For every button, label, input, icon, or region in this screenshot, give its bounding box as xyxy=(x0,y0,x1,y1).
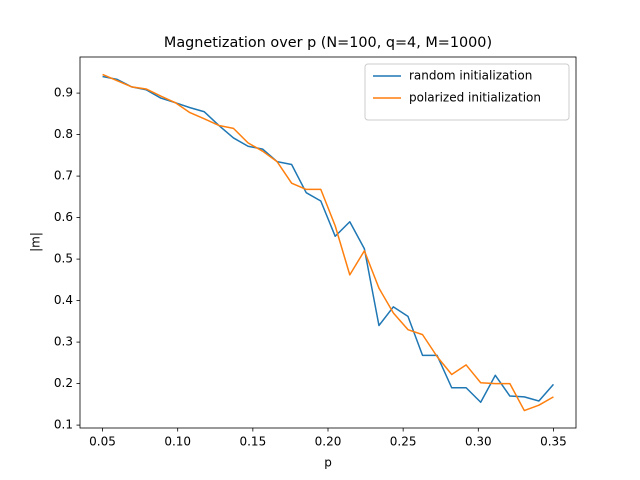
x-tick-label: 0.15 xyxy=(239,435,266,449)
y-tick-label: 0.1 xyxy=(54,418,73,432)
x-axis-label: p xyxy=(324,456,332,470)
y-tick-label: 0.6 xyxy=(54,210,73,224)
y-tick-label: 0.5 xyxy=(54,252,73,266)
axes-frame xyxy=(79,56,577,429)
y-tick-label: 0.2 xyxy=(54,376,73,390)
legend-label: random initialization xyxy=(409,69,532,83)
y-tick-label: 0.4 xyxy=(54,293,73,307)
legend-box xyxy=(364,63,570,121)
y-tick-label: 0.7 xyxy=(54,169,73,183)
x-tick-label: 0.25 xyxy=(390,435,417,449)
x-tick-label: 0.35 xyxy=(540,435,567,449)
x-tick-label: 0.05 xyxy=(89,435,116,449)
data-line xyxy=(102,73,554,412)
y-axis-label: |m| xyxy=(29,232,43,252)
chart-title: Magnetization over p (N=100, q=4, M=1000… xyxy=(164,35,492,51)
x-tick-label: 0.10 xyxy=(164,435,191,449)
x-tick-label: 0.20 xyxy=(315,435,342,449)
legend-label: polarized initialization xyxy=(409,91,541,105)
y-tick-label: 0.8 xyxy=(54,127,73,141)
y-tick-label: 0.9 xyxy=(54,86,73,100)
y-tick-label: 0.3 xyxy=(54,335,73,349)
x-tick-label: 0.30 xyxy=(465,435,492,449)
